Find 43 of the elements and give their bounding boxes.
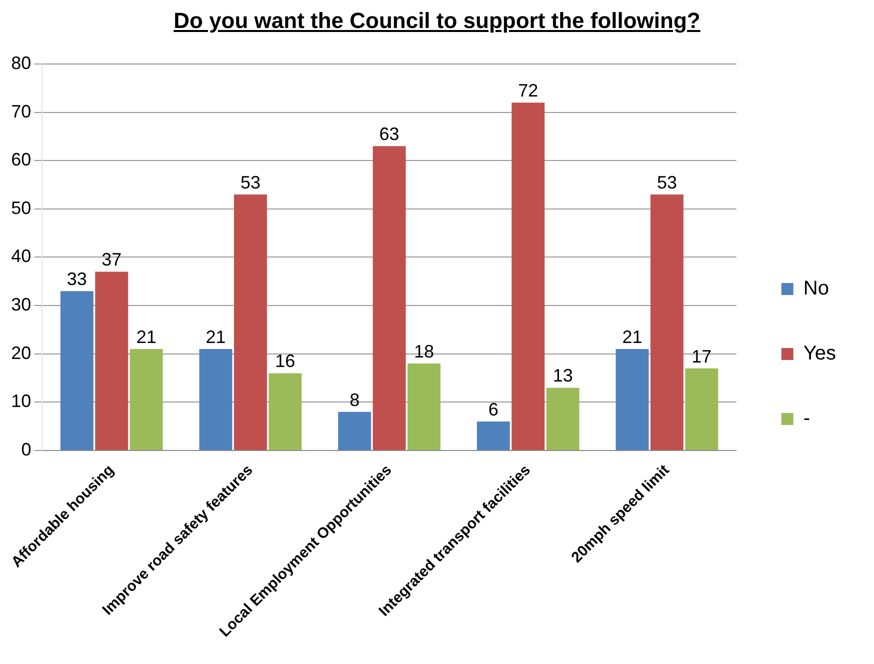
bar (408, 364, 440, 450)
data-label: 21 (136, 327, 156, 348)
data-label: 72 (518, 80, 538, 101)
bar (234, 194, 267, 450)
bar (685, 368, 718, 450)
data-label: 37 (102, 250, 122, 270)
data-label: 8 (350, 390, 360, 410)
data-label: 16 (275, 351, 296, 372)
data-label: 53 (240, 172, 260, 192)
legend-label: - (803, 408, 810, 430)
data-label: 6 (488, 399, 498, 420)
bar (199, 349, 232, 450)
y-tick-label: 70 (11, 101, 32, 122)
data-label: 33 (66, 269, 87, 290)
y-tick-label: 20 (11, 342, 32, 363)
data-label: 21 (206, 327, 226, 348)
bar (476, 422, 510, 450)
data-label: 18 (414, 342, 434, 362)
y-tick-label: 10 (11, 391, 32, 412)
chart-title: Do you want the Council to support the following? (172, 8, 702, 34)
legend-label: No (803, 278, 829, 300)
data-label: 63 (379, 124, 400, 144)
data-label: 53 (656, 172, 677, 192)
bar (546, 388, 580, 450)
bar (95, 272, 128, 450)
bar (650, 194, 684, 450)
y-tick-label: 60 (11, 150, 32, 170)
data-label: 13 (552, 366, 573, 386)
y-tick-label: 30 (11, 294, 32, 315)
y-tick-label: 80 (11, 52, 32, 73)
data-label: 17 (692, 346, 712, 366)
bar (616, 349, 649, 450)
y-tick-label: 50 (11, 198, 32, 218)
bar (338, 412, 372, 450)
y-tick-label: 0 (21, 439, 32, 460)
legend-label: Yes (803, 342, 836, 365)
bar (130, 349, 163, 450)
y-tick-label: 40 (11, 246, 32, 266)
bar (512, 102, 545, 450)
bar (268, 373, 302, 450)
bar (372, 146, 406, 450)
data-label: 21 (622, 327, 642, 348)
bar (60, 291, 94, 450)
